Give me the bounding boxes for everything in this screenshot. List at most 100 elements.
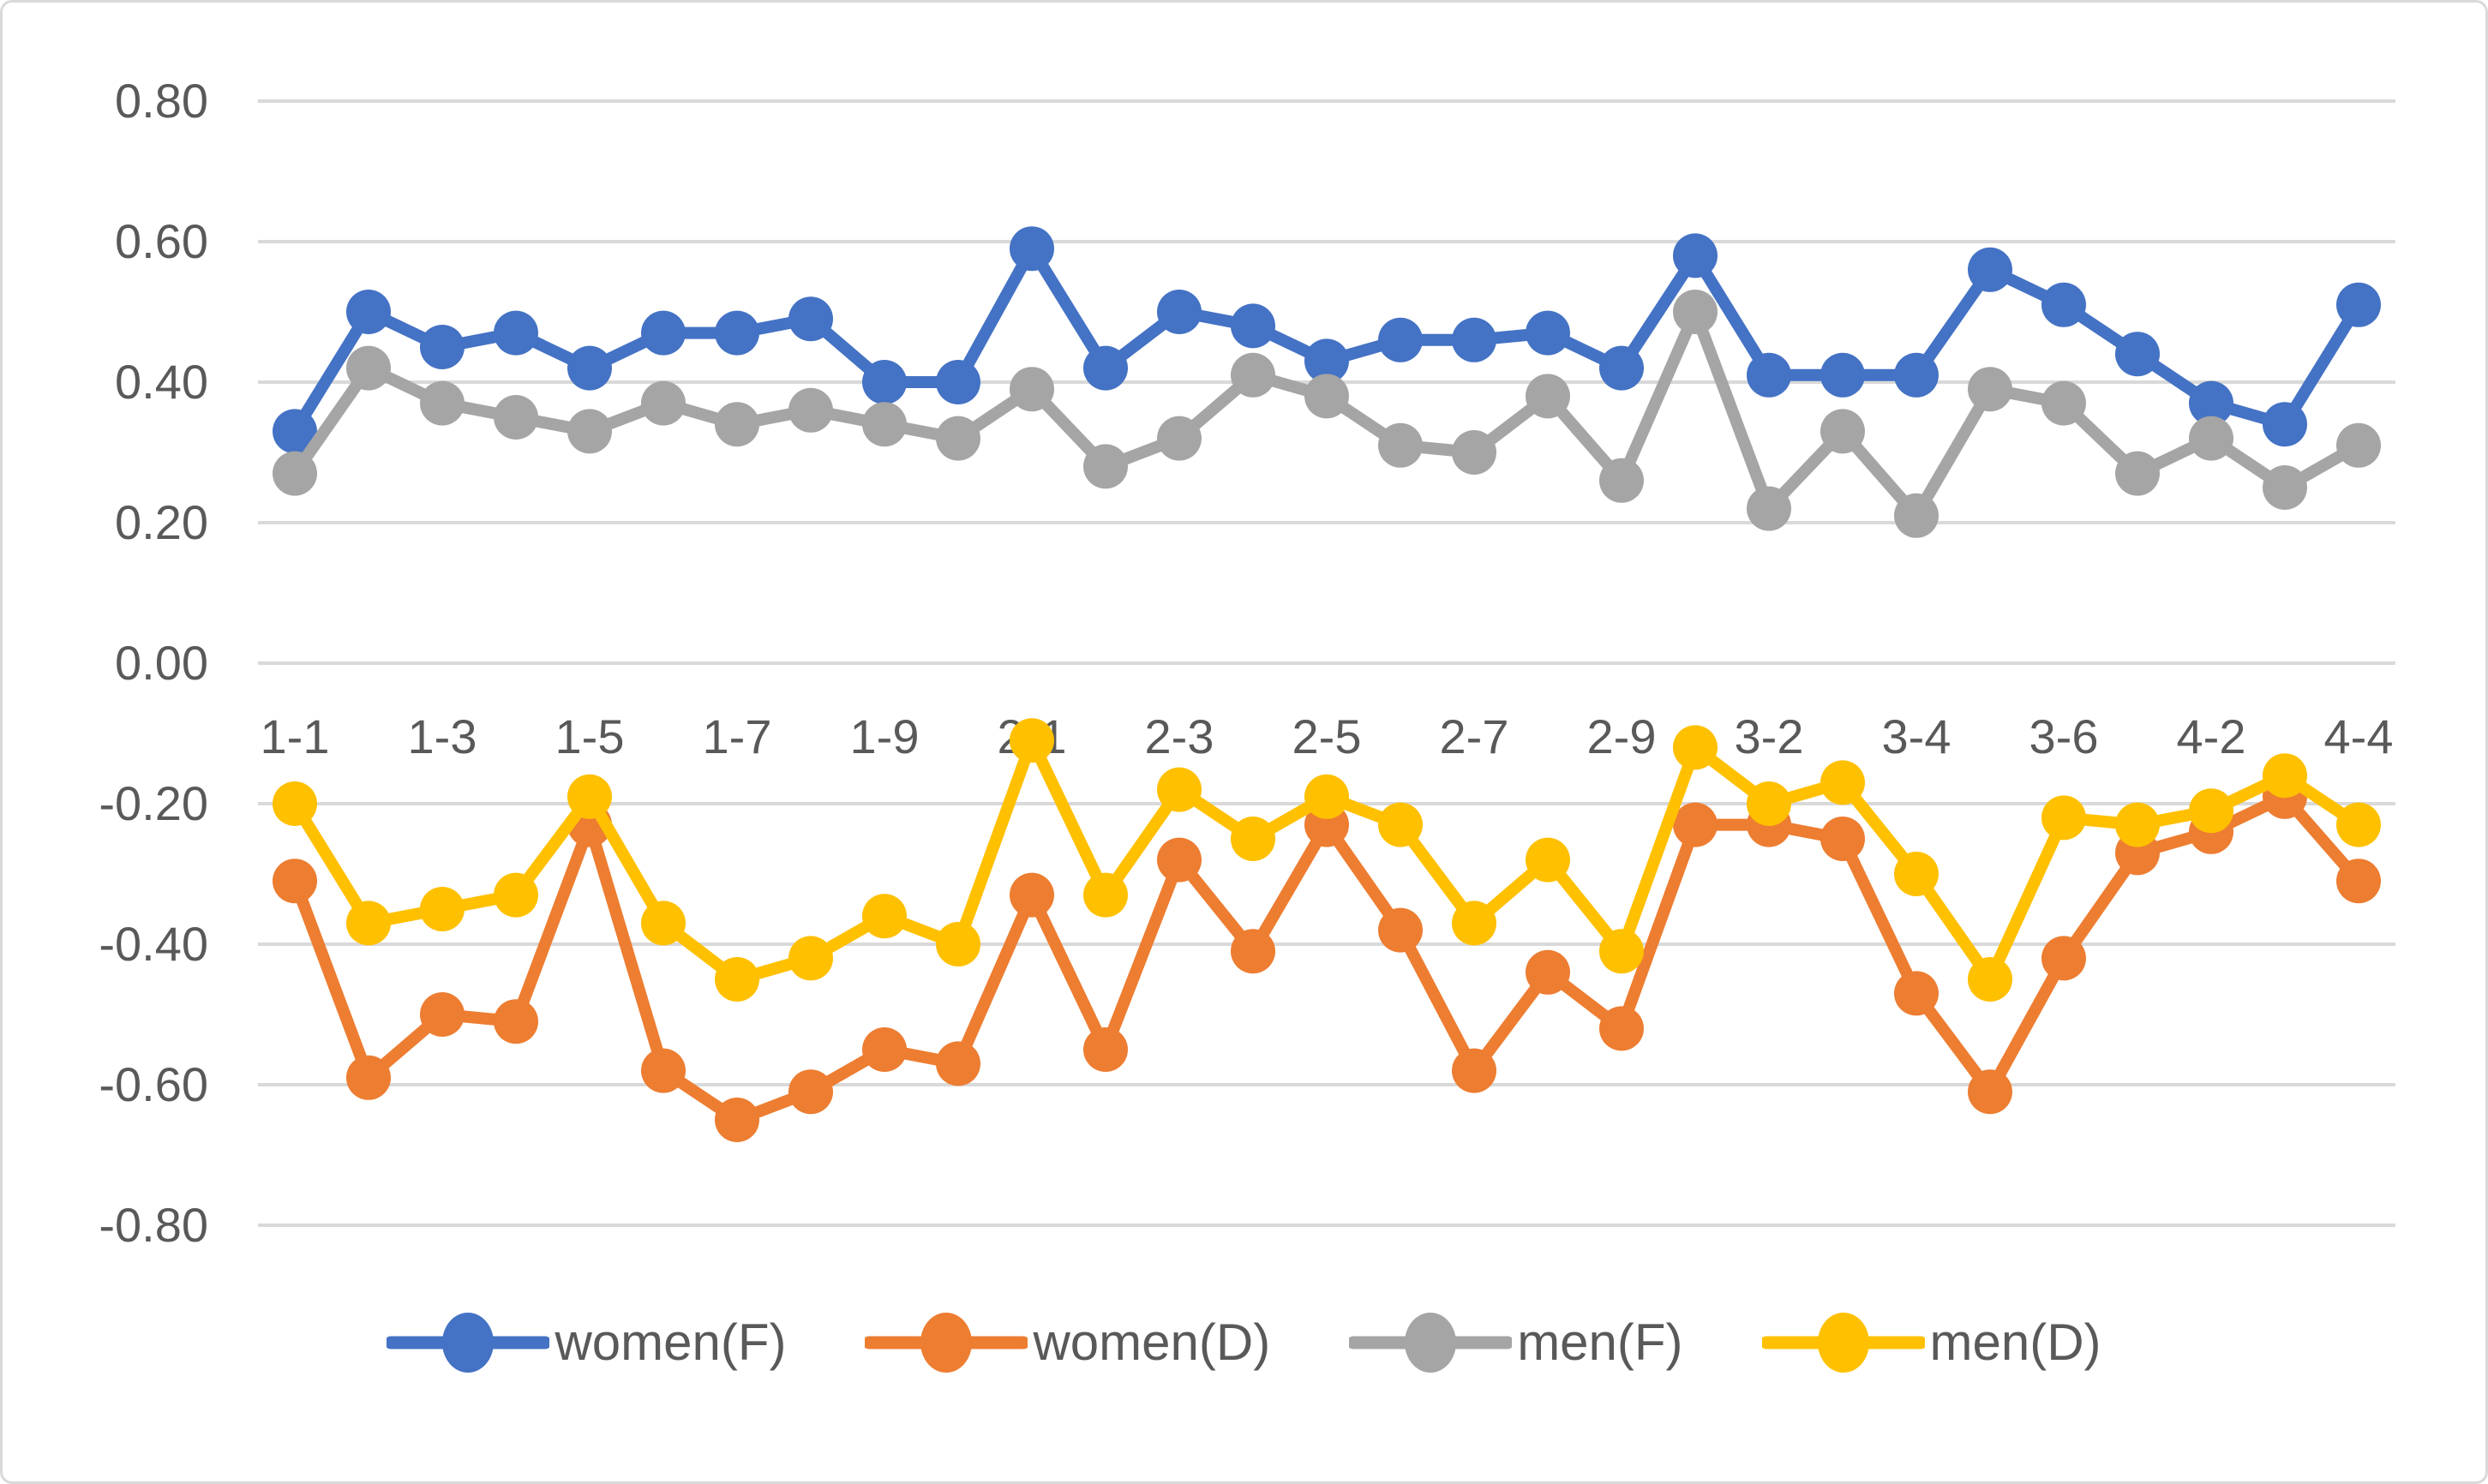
series-marker-men-f- [1231, 352, 1275, 398]
series-marker-men-f- [641, 380, 686, 426]
series-marker-men-d- [420, 887, 465, 931]
series-marker-women-d- [641, 1048, 686, 1093]
series-marker-women-f- [862, 360, 907, 404]
series-marker-men-f- [1304, 374, 1349, 419]
series-marker-women-f- [346, 290, 391, 334]
series-marker-women-d- [788, 1069, 833, 1115]
series-marker-women-f- [1673, 233, 1718, 278]
legend-item-women-f: women(F) [387, 1312, 786, 1373]
series-marker-men-d- [2115, 802, 2160, 847]
series-marker-men-f- [2041, 380, 2086, 426]
series-marker-men-d- [346, 901, 391, 946]
series-marker-men-f- [1526, 374, 1570, 419]
series-marker-women-f- [2041, 282, 2086, 327]
series-marker-women-d- [1157, 837, 1202, 883]
series-marker-men-d- [641, 901, 686, 946]
series-marker-men-f- [1010, 367, 1054, 412]
series-marker-women-f- [1747, 352, 1791, 398]
series-marker-men-f- [862, 402, 907, 447]
series-marker-men-d- [1304, 774, 1349, 819]
series-marker-men-d- [2041, 795, 2086, 841]
y-axis-tick-label: 0.80 [115, 74, 208, 128]
y-axis-tick-label: 0.20 [115, 495, 208, 549]
series-marker-women-d- [1968, 1069, 2012, 1115]
x-axis-tick-label: 3-6 [2029, 709, 2099, 763]
y-axis-tick-label: -0.60 [99, 1057, 208, 1111]
series-marker-women-d- [2041, 936, 2086, 981]
series-marker-women-d- [2336, 859, 2381, 904]
series-marker-women-f- [2263, 402, 2307, 447]
series-marker-men-f- [1673, 290, 1718, 334]
legend-swatch-men-f-icon [1349, 1313, 1513, 1373]
legend-label: women(F) [555, 1313, 787, 1371]
legend-item-women-d: women(D) [865, 1312, 1270, 1373]
series-marker-women-f- [2115, 332, 2160, 377]
series-marker-men-d- [2263, 753, 2307, 799]
series-marker-men-d- [1231, 817, 1275, 861]
series-marker-women-f- [494, 310, 538, 356]
series-marker-women-f- [641, 310, 686, 356]
series-marker-men-d- [1083, 872, 1128, 918]
series-marker-women-d- [936, 1041, 980, 1086]
series-marker-men-d- [1157, 767, 1202, 812]
series-marker-women-f- [1599, 345, 1644, 391]
series-marker-men-f- [273, 451, 317, 496]
series-marker-women-f- [1304, 338, 1349, 384]
series-marker-men-d- [1378, 802, 1423, 847]
x-axis-tick-label: 1-5 [555, 709, 625, 763]
x-axis-tick-label: 1-3 [408, 709, 477, 763]
series-marker-men-d- [1968, 957, 2012, 1002]
series-marker-women-f- [1378, 317, 1423, 362]
legend-label: men(F) [1517, 1313, 1683, 1371]
series-marker-women-d- [1010, 872, 1054, 918]
series-marker-women-f- [1010, 226, 1054, 272]
series-marker-women-d- [273, 859, 317, 904]
series-marker-men-d- [1010, 718, 1054, 763]
series-marker-men-f- [1968, 367, 2012, 412]
series-marker-men-d- [1894, 852, 1939, 896]
series-marker-men-d- [788, 936, 833, 981]
series-marker-men-f- [2336, 422, 2381, 468]
series-marker-women-f- [788, 296, 833, 342]
series-marker-women-d- [1452, 1048, 1496, 1093]
series-marker-men-d- [273, 781, 317, 826]
legend-label: women(D) [1033, 1313, 1271, 1371]
series-marker-men-d- [1452, 901, 1496, 946]
series-marker-men-f- [1452, 430, 1496, 475]
series-marker-men-f- [936, 416, 980, 461]
series-marker-men-f- [1747, 486, 1791, 531]
series-marker-women-d- [862, 1027, 907, 1072]
line-chart-svg: 0.80 0.60 0.40 0.20 0.00 -0.20 -0.40 -0.60 -0.80… [99, 74, 2395, 1252]
series-marker-men-f- [346, 345, 391, 391]
series-marker-women-f- [1452, 317, 1496, 362]
series-marker-women-f- [2336, 282, 2381, 327]
y-axis-tick-label: 0.60 [115, 214, 208, 268]
series-marker-men-d- [567, 774, 612, 819]
x-axis-tick-label: 1-1 [261, 709, 330, 763]
series-marker-men-f- [2189, 416, 2233, 461]
series-marker-women-f- [2189, 380, 2233, 426]
series-marker-men-d- [1747, 781, 1791, 826]
y-axis-tick-label: 0.00 [115, 636, 208, 690]
series-marker-women-f- [1083, 345, 1128, 391]
series-marker-women-f- [1820, 352, 1865, 398]
series-marker-women-d- [1083, 1027, 1128, 1072]
x-axis-tick-label: 1-7 [703, 709, 772, 763]
series-marker-men-f- [494, 395, 538, 440]
series-marker-men-f- [1599, 458, 1644, 503]
series-marker-women-f- [1526, 310, 1570, 356]
series-marker-women-d- [494, 999, 538, 1044]
series-marker-women-d- [1599, 1006, 1644, 1051]
series-marker-men-d- [862, 894, 907, 939]
series-marker-women-f- [420, 325, 465, 369]
x-axis-tick-label: 2-3 [1145, 709, 1214, 763]
series-marker-women-f- [567, 345, 612, 391]
y-axis-tick-label: 0.40 [115, 355, 208, 409]
series-marker-men-d- [1526, 837, 1570, 883]
series-marker-women-d- [1378, 907, 1423, 953]
series-marker-women-d- [715, 1098, 759, 1142]
y-axis-tick-label: -0.80 [99, 1198, 208, 1252]
legend-item-men-f: men(F) [1349, 1312, 1683, 1373]
x-axis-tick-label: 2-7 [1440, 709, 1509, 763]
series-marker-women-d- [346, 1055, 391, 1100]
